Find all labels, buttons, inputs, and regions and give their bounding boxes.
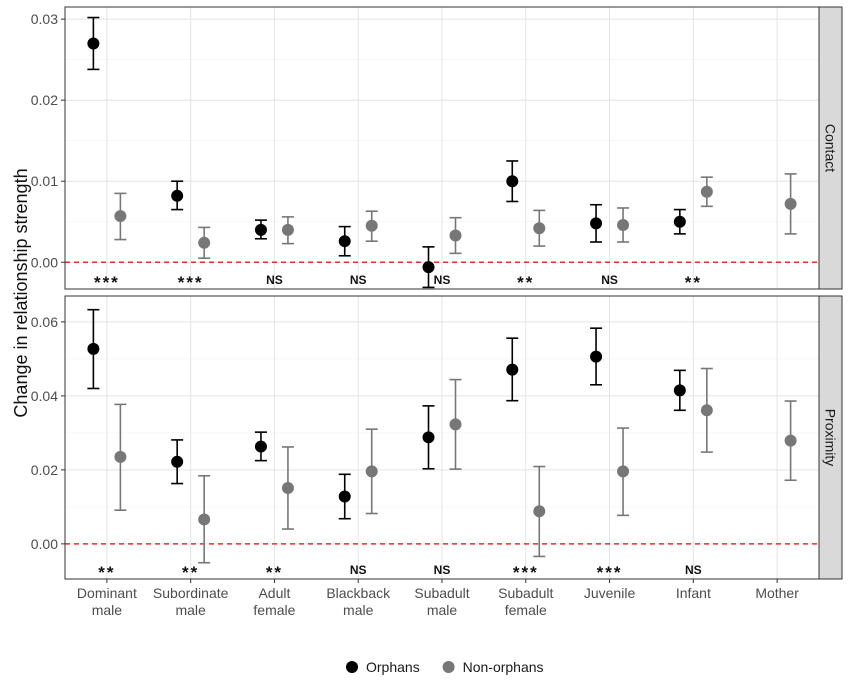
data-point-orphans <box>590 217 603 230</box>
significance-label: NS <box>266 273 283 287</box>
legend-marker-non-orphans <box>442 661 455 673</box>
significance-label: ** <box>266 563 283 582</box>
data-point-non-orphans <box>449 229 462 242</box>
significance-label: *** <box>178 273 204 292</box>
y-tick-label: 0.02 <box>31 462 58 478</box>
data-point-non-orphans <box>700 404 713 417</box>
legend: Orphans Non-orphans <box>346 659 544 675</box>
x-tick-label: male <box>427 602 458 618</box>
data-point-orphans <box>87 342 100 355</box>
significance-label: *** <box>513 563 539 582</box>
y-tick-label: 0.02 <box>31 92 58 108</box>
facet-strip-label: Contact <box>823 124 839 172</box>
significance-label: ** <box>685 273 702 292</box>
y-tick-label: 0.03 <box>31 11 58 27</box>
data-point-non-orphans <box>114 210 127 223</box>
data-point-non-orphans <box>533 222 546 235</box>
data-point-non-orphans <box>617 218 630 231</box>
facet-strip <box>818 6 843 290</box>
x-tick-label: Subordinate <box>153 585 229 601</box>
data-point-orphans <box>590 350 603 363</box>
x-tick-label: male <box>92 602 123 618</box>
panel-proximity: 0.000.020.040.06** ** ** NS NS *** *** NSProxim… <box>31 295 843 582</box>
data-point-non-orphans <box>365 219 378 232</box>
facet-strip-label: Proximity <box>823 409 839 467</box>
y-tick-label: 0.01 <box>31 173 58 189</box>
data-point-orphans <box>171 189 184 202</box>
data-point-orphans <box>506 175 519 188</box>
x-tick-label: Adult <box>258 585 290 601</box>
data-point-orphans <box>673 215 686 228</box>
y-tick-label: 0.04 <box>31 388 58 404</box>
data-point-non-orphans <box>198 513 211 526</box>
data-point-non-orphans <box>449 418 462 431</box>
data-point-orphans <box>254 223 267 236</box>
data-point-non-orphans <box>533 505 546 518</box>
x-tick-label: Blackback <box>326 585 391 601</box>
significance-label: ** <box>98 563 115 582</box>
legend-label: Non-orphans <box>463 659 544 675</box>
data-point-non-orphans <box>700 185 713 198</box>
legend-marker-orphans <box>346 661 358 673</box>
significance-label: *** <box>94 273 120 292</box>
data-point-non-orphans <box>784 197 797 210</box>
significance-label: NS <box>434 273 451 287</box>
data-point-non-orphans <box>281 223 294 236</box>
data-point-orphans <box>254 440 267 453</box>
panel-contact: 0.00 0.01 0.02 0.03 *** *** NS NS NS ** NS ** Contac… <box>31 6 843 292</box>
x-tick-label: Dominant <box>77 585 137 601</box>
data-point-non-orphans <box>198 236 211 249</box>
significance-label: NS <box>350 273 367 287</box>
y-tick-label: 0.06 <box>31 314 58 330</box>
x-tick-label: Subadult <box>414 585 469 601</box>
significance-label: NS <box>434 563 451 577</box>
data-point-orphans <box>506 363 519 376</box>
data-point-orphans <box>673 384 686 397</box>
significance-label: NS <box>601 273 618 287</box>
data-point-orphans <box>87 37 100 50</box>
data-point-orphans <box>338 235 351 248</box>
x-tick-label: male <box>175 602 206 618</box>
data-point-orphans <box>338 490 351 503</box>
data-point-orphans <box>422 431 435 444</box>
significance-label: *** <box>597 563 623 582</box>
significance-label: ** <box>182 563 199 582</box>
x-tick-label: female <box>253 602 295 618</box>
x-tick-label: male <box>343 602 374 618</box>
data-point-orphans <box>171 455 184 468</box>
x-tick-label: Mother <box>755 585 799 601</box>
data-point-orphans <box>422 261 435 274</box>
facet-strip <box>818 295 843 580</box>
data-point-non-orphans <box>114 450 127 463</box>
significance-label: NS <box>350 563 367 577</box>
y-tick-label: 0.00 <box>31 254 58 270</box>
significance-label: NS <box>685 563 702 577</box>
x-tick-label: Infant <box>676 585 711 601</box>
x-tick-label: Subadult <box>498 585 553 601</box>
data-point-non-orphans <box>617 465 630 478</box>
data-point-non-orphans <box>784 434 797 447</box>
significance-label: ** <box>517 273 534 292</box>
data-point-non-orphans <box>365 465 378 478</box>
x-tick-label: female <box>505 602 547 618</box>
y-tick-label: 0.00 <box>31 536 58 552</box>
x-tick-label: Juvenile <box>584 585 636 601</box>
y-axis-title: Change in relationship strength <box>11 168 31 417</box>
data-point-non-orphans <box>281 481 294 494</box>
legend-label: Orphans <box>366 659 420 675</box>
